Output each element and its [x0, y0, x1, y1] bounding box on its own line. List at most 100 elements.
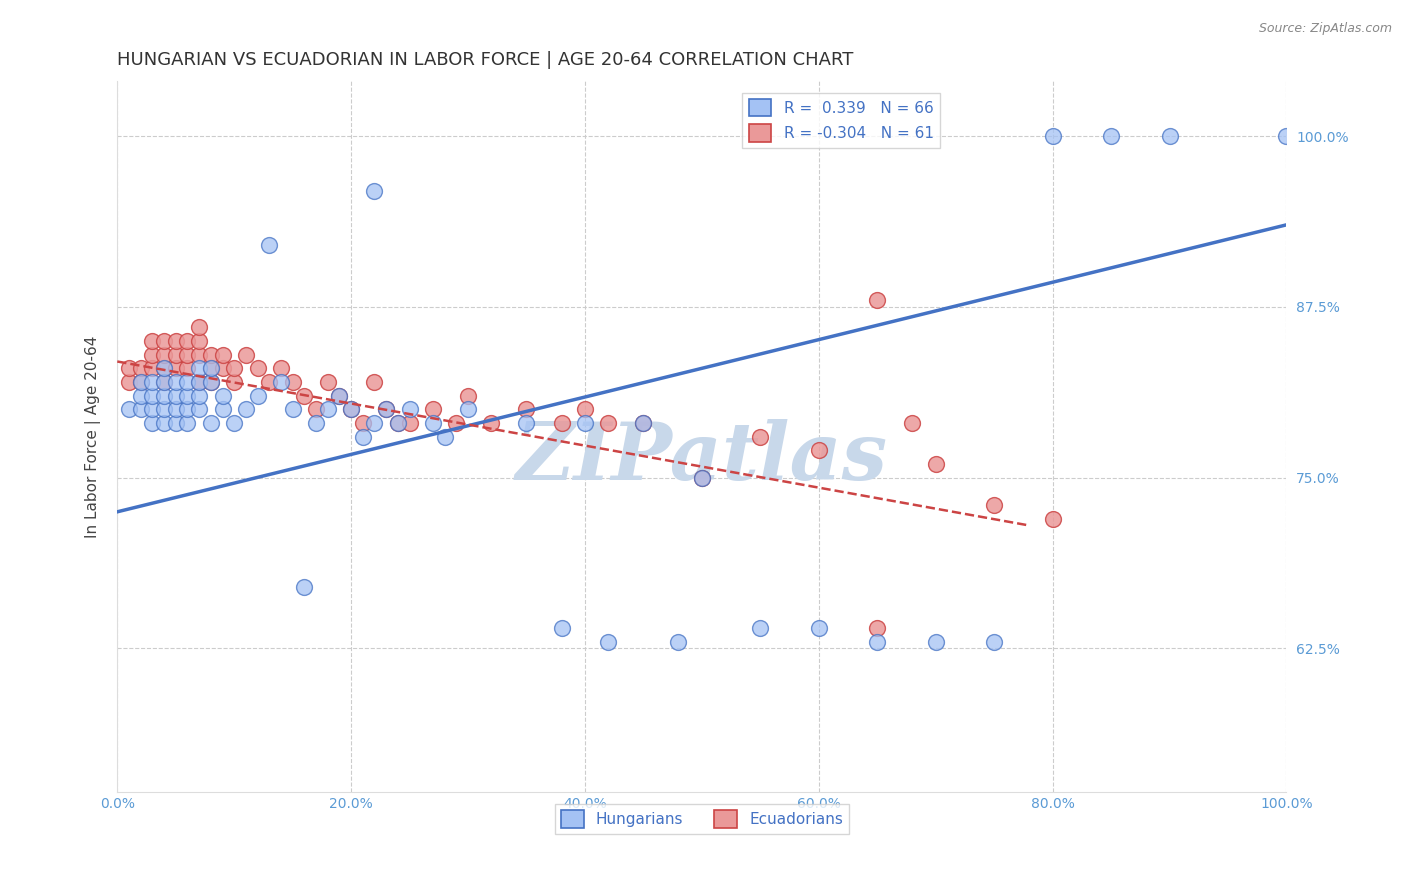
Point	[983, 634, 1005, 648]
Point	[211, 402, 233, 417]
Point	[141, 334, 163, 348]
Point	[165, 348, 187, 362]
Point	[316, 402, 339, 417]
Point	[363, 416, 385, 430]
Point	[574, 402, 596, 417]
Point	[925, 457, 948, 471]
Point	[925, 634, 948, 648]
Point	[515, 416, 537, 430]
Point	[387, 416, 409, 430]
Point	[807, 621, 830, 635]
Point	[340, 402, 363, 417]
Point	[1159, 128, 1181, 143]
Text: HUNGARIAN VS ECUADORIAN IN LABOR FORCE | AGE 20-64 CORRELATION CHART: HUNGARIAN VS ECUADORIAN IN LABOR FORCE |…	[117, 51, 853, 69]
Point	[246, 389, 269, 403]
Point	[690, 470, 713, 484]
Point	[118, 402, 141, 417]
Point	[153, 375, 176, 389]
Point	[866, 293, 889, 307]
Point	[176, 375, 198, 389]
Point	[153, 389, 176, 403]
Point	[188, 334, 211, 348]
Point	[901, 416, 924, 430]
Point	[188, 375, 211, 389]
Point	[422, 402, 444, 417]
Point	[457, 402, 479, 417]
Point	[165, 402, 187, 417]
Point	[200, 416, 222, 430]
Point	[224, 361, 246, 376]
Point	[246, 361, 269, 376]
Point	[340, 402, 363, 417]
Point	[259, 375, 281, 389]
Point	[129, 402, 152, 417]
Point	[188, 348, 211, 362]
Text: Source: ZipAtlas.com: Source: ZipAtlas.com	[1258, 22, 1392, 36]
Point	[188, 320, 211, 334]
Point	[176, 348, 198, 362]
Point	[866, 634, 889, 648]
Point	[188, 375, 211, 389]
Point	[1042, 128, 1064, 143]
Point	[749, 621, 772, 635]
Point	[153, 361, 176, 376]
Point	[176, 361, 198, 376]
Point	[270, 361, 292, 376]
Point	[305, 416, 328, 430]
Point	[153, 334, 176, 348]
Legend: Hungarians, Ecuadorians: Hungarians, Ecuadorians	[554, 805, 849, 834]
Point	[153, 348, 176, 362]
Point	[281, 402, 304, 417]
Point	[398, 416, 420, 430]
Point	[224, 416, 246, 430]
Point	[281, 375, 304, 389]
Point	[598, 416, 620, 430]
Point	[446, 416, 468, 430]
Point	[633, 416, 655, 430]
Point	[270, 375, 292, 389]
Point	[200, 361, 222, 376]
Point	[141, 389, 163, 403]
Point	[188, 389, 211, 403]
Point	[1042, 511, 1064, 525]
Point	[129, 389, 152, 403]
Point	[259, 238, 281, 252]
Point	[433, 430, 456, 444]
Point	[398, 402, 420, 417]
Point	[375, 402, 398, 417]
Point	[165, 389, 187, 403]
Text: ZIPatlas: ZIPatlas	[516, 419, 889, 497]
Point	[352, 416, 374, 430]
Point	[153, 416, 176, 430]
Point	[176, 416, 198, 430]
Point	[316, 375, 339, 389]
Point	[866, 621, 889, 635]
Point	[328, 389, 350, 403]
Point	[807, 443, 830, 458]
Point	[1275, 128, 1298, 143]
Point	[515, 402, 537, 417]
Point	[211, 389, 233, 403]
Point	[165, 416, 187, 430]
Point	[141, 361, 163, 376]
Point	[153, 361, 176, 376]
Point	[165, 375, 187, 389]
Point	[224, 375, 246, 389]
Point	[363, 375, 385, 389]
Point	[200, 361, 222, 376]
Point	[375, 402, 398, 417]
Point	[292, 389, 315, 403]
Point	[550, 621, 572, 635]
Point	[352, 430, 374, 444]
Point	[165, 361, 187, 376]
Point	[211, 348, 233, 362]
Point	[165, 334, 187, 348]
Point	[188, 361, 211, 376]
Point	[200, 375, 222, 389]
Point	[481, 416, 503, 430]
Point	[200, 375, 222, 389]
Point	[292, 580, 315, 594]
Point	[118, 361, 141, 376]
Point	[983, 498, 1005, 512]
Point	[749, 430, 772, 444]
